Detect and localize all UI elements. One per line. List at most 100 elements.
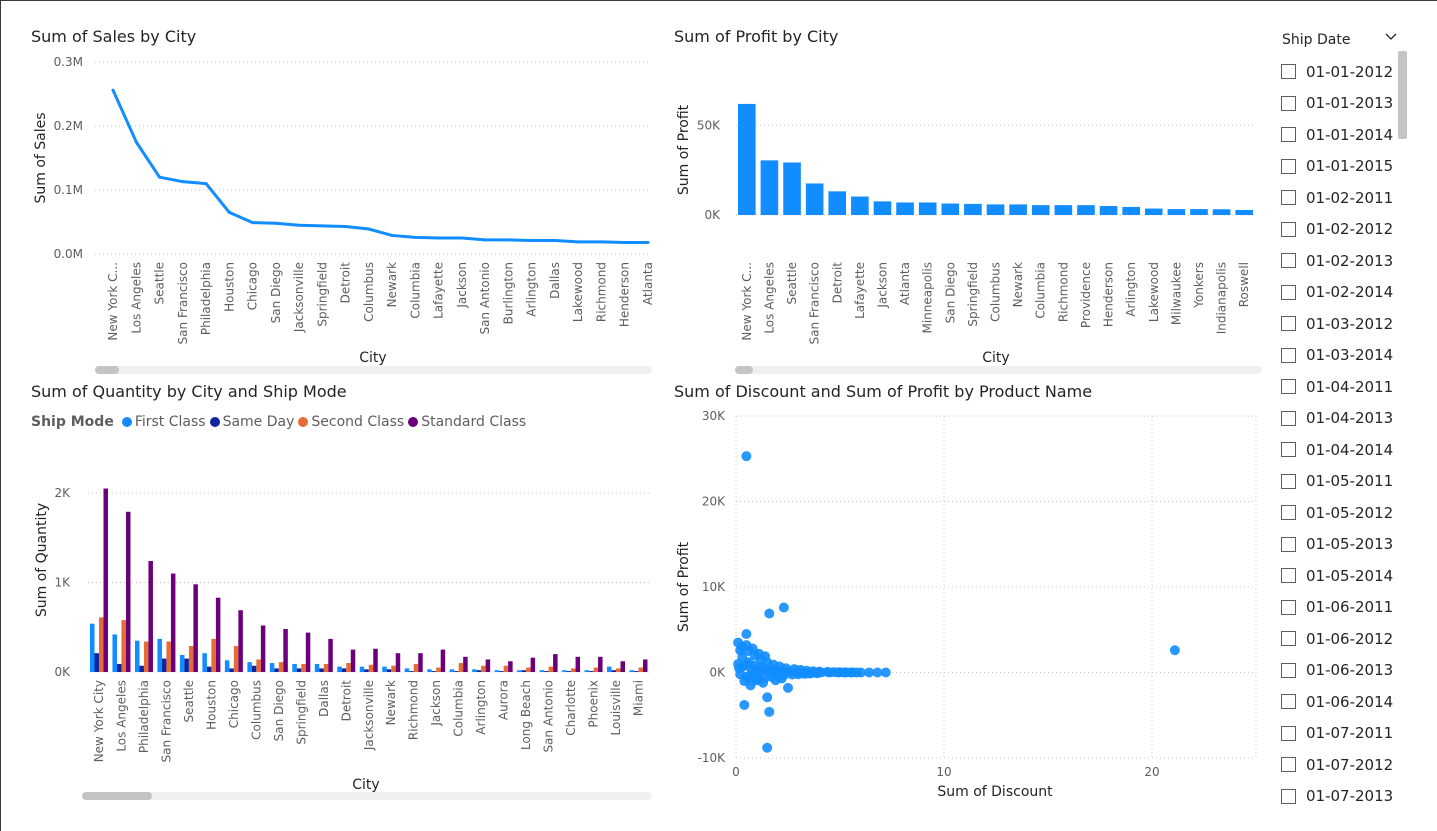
checkbox[interactable] <box>1281 221 1296 237</box>
scatter-y-axis-title: Sum of Profit <box>676 541 692 632</box>
quantity-bar <box>458 663 464 672</box>
slicer-item[interactable]: 01-07-2013 <box>1281 781 1411 813</box>
profit-bar <box>941 203 960 215</box>
quantity-y-tick-label: 0K <box>54 665 71 679</box>
sales-x-tick-label: Dallas <box>548 262 562 299</box>
checkbox[interactable] <box>1281 253 1296 269</box>
checkbox[interactable] <box>1281 410 1296 426</box>
slicer-item[interactable]: 01-02-2012 <box>1281 214 1411 246</box>
slicer-item[interactable]: 01-04-2013 <box>1281 403 1411 435</box>
quantity-bar <box>116 663 122 672</box>
slicer-item[interactable]: 01-03-2012 <box>1281 308 1411 340</box>
checkbox[interactable] <box>1281 694 1296 710</box>
profit-bar-chart[interactable]: 0K 50K New York C... Los Angeles Seattle San … <box>660 50 1265 380</box>
checkbox[interactable] <box>1281 568 1296 584</box>
slicer-item[interactable]: 01-06-2014 <box>1281 686 1411 718</box>
discount-profit-scatter-chart[interactable]: -10K 0K 10K 20K 30K 0 10 20 Sum of Discount Sum o… <box>660 405 1265 805</box>
scatter-point <box>771 667 782 678</box>
legend-item-first-class[interactable]: First Class <box>121 414 206 430</box>
checkbox[interactable] <box>1281 536 1296 552</box>
checkbox[interactable] <box>1281 316 1296 332</box>
chevron-down-icon[interactable] <box>1384 30 1398 44</box>
legend-item-second-class[interactable]: Second Class <box>298 414 404 430</box>
sales-chart-scroll-thumb[interactable] <box>95 366 119 374</box>
slicer-item[interactable]: 01-02-2014 <box>1281 277 1411 309</box>
checkbox[interactable] <box>1281 442 1296 458</box>
checkbox[interactable] <box>1281 127 1296 143</box>
checkbox[interactable] <box>1281 64 1296 80</box>
quantity-chart-scroll-thumb[interactable] <box>82 792 152 800</box>
profit-chart-scrollbar[interactable] <box>735 366 1262 374</box>
slicer-item[interactable]: 01-06-2012 <box>1281 623 1411 655</box>
legend-item-same-day[interactable]: Same Day <box>209 414 294 430</box>
checkbox[interactable] <box>1281 757 1296 773</box>
sales-point <box>227 210 231 214</box>
quantity-clustered-bar-chart[interactable]: 0K 1K 2K New York City Los Angeles Philadelph… <box>0 430 660 800</box>
sales-line <box>111 89 648 244</box>
slicer-item[interactable]: 01-02-2013 <box>1281 245 1411 277</box>
slicer-item[interactable]: 01-04-2011 <box>1281 371 1411 403</box>
checkbox[interactable] <box>1281 473 1296 489</box>
checkbox[interactable] <box>1281 379 1296 395</box>
scatter-point <box>739 676 750 687</box>
sales-x-tick-label: Lafayette <box>432 262 446 319</box>
slicer-item[interactable]: 01-06-2013 <box>1281 655 1411 687</box>
sales-x-tick-label: Arlington <box>525 262 539 317</box>
checkbox[interactable] <box>1281 158 1296 174</box>
slicer-item[interactable]: 01-05-2013 <box>1281 529 1411 561</box>
checkbox[interactable] <box>1281 505 1296 521</box>
slicer-item-label: 01-01-2014 <box>1306 125 1394 144</box>
slicer-item[interactable]: 01-01-2012 <box>1281 56 1411 88</box>
slicer-item[interactable]: 01-07-2011 <box>1281 718 1411 750</box>
quantity-bar <box>589 671 594 672</box>
legend-item-standard-class[interactable]: Standard Class <box>408 414 526 430</box>
sales-chart-scrollbar[interactable] <box>95 366 652 374</box>
profit-x-tick-label: Jackson <box>875 262 889 309</box>
checkbox[interactable] <box>1281 725 1296 741</box>
quantity-bar <box>481 665 486 672</box>
profit-bar <box>828 191 847 215</box>
checkbox[interactable] <box>1281 190 1296 206</box>
quantity-bar <box>157 638 162 672</box>
quantity-chart-scrollbar[interactable] <box>82 792 652 800</box>
slicer-item[interactable]: 01-02-2011 <box>1281 182 1411 214</box>
quantity-bar <box>215 597 221 672</box>
slicer-item[interactable]: 01-01-2013 <box>1281 88 1411 120</box>
checkbox[interactable] <box>1281 631 1296 647</box>
slicer-scrollbar[interactable] <box>1398 51 1407 139</box>
profit-x-tick-label: Arlington <box>1124 262 1138 317</box>
profit-chart-scroll-thumb[interactable] <box>735 366 753 374</box>
quantity-x-tick-label: Newark <box>384 680 398 725</box>
checkbox[interactable] <box>1281 788 1296 804</box>
profit-x-tick-label: Indianapolis <box>1215 262 1229 334</box>
checkbox[interactable] <box>1281 95 1296 111</box>
quantity-bar <box>553 654 558 672</box>
legend-title: Ship Mode <box>31 414 114 430</box>
slicer-item[interactable]: 01-01-2015 <box>1281 151 1411 183</box>
quantity-x-tick-label: Seattle <box>182 680 196 722</box>
profit-y-axis-title: Sum of Profit <box>676 104 692 195</box>
checkbox[interactable] <box>1281 284 1296 300</box>
quantity-bar <box>382 666 387 672</box>
scatter-point <box>824 667 835 678</box>
ship-date-slicer[interactable]: Ship Date 01-01-2012 01-01-2013 01-01-2014… <box>1272 26 1422 826</box>
scatter-point <box>880 667 891 678</box>
quantity-x-tick-label: Louisville <box>609 680 623 736</box>
sales-x-tick-label: San Francisco <box>176 262 190 344</box>
checkbox[interactable] <box>1281 347 1296 363</box>
sales-line-chart[interactable]: 0.0M 0.1M 0.2M 0.3M New York C... Los Angeles… <box>0 50 660 380</box>
slicer-item[interactable]: 01-05-2011 <box>1281 466 1411 498</box>
quantity-bar <box>634 671 639 672</box>
slicer-item-label: 01-06-2011 <box>1306 598 1394 617</box>
slicer-item[interactable]: 01-05-2012 <box>1281 497 1411 529</box>
slicer-item[interactable]: 01-06-2011 <box>1281 592 1411 624</box>
checkbox[interactable] <box>1281 599 1296 615</box>
slicer-item[interactable]: 01-01-2014 <box>1281 119 1411 151</box>
slicer-item[interactable]: 01-07-2012 <box>1281 749 1411 781</box>
sales-y-axis-title: Sum of Sales <box>33 112 49 203</box>
slicer-item[interactable]: 01-05-2014 <box>1281 560 1411 592</box>
checkbox[interactable] <box>1281 662 1296 678</box>
slicer-item[interactable]: 01-04-2014 <box>1281 434 1411 466</box>
slicer-item[interactable]: 01-03-2014 <box>1281 340 1411 372</box>
slicer-item-label: 01-06-2013 <box>1306 661 1394 680</box>
